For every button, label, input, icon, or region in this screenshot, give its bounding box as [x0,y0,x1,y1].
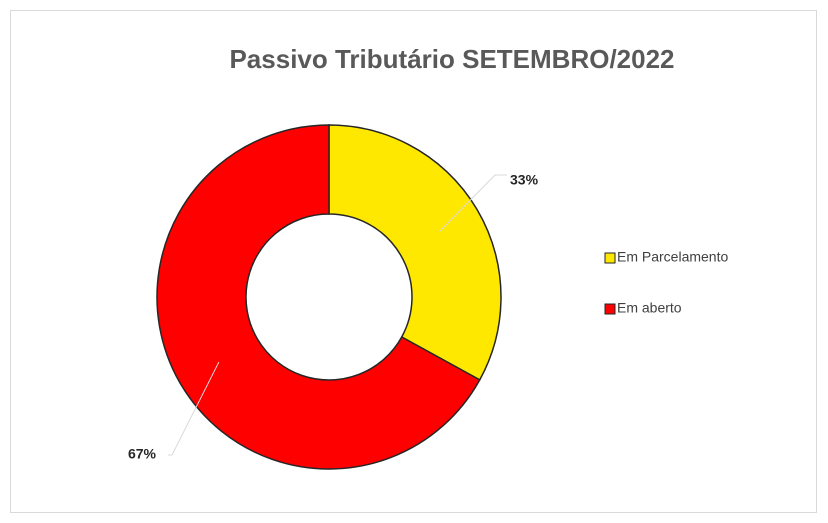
data-label: 33% [510,172,539,188]
donut-slice [328,124,502,381]
leader-line [438,174,507,233]
donut-slice [156,124,481,470]
data-label: 67% [128,446,157,462]
legend-swatch [604,303,616,315]
legend-swatch [604,252,616,264]
legend-label: Em Parcelamento [617,249,728,265]
legend-label: Em aberto [617,300,682,316]
chart-title: Passivo Tributário SETEMBRO/2022 [229,44,674,74]
leader-line [168,361,220,456]
